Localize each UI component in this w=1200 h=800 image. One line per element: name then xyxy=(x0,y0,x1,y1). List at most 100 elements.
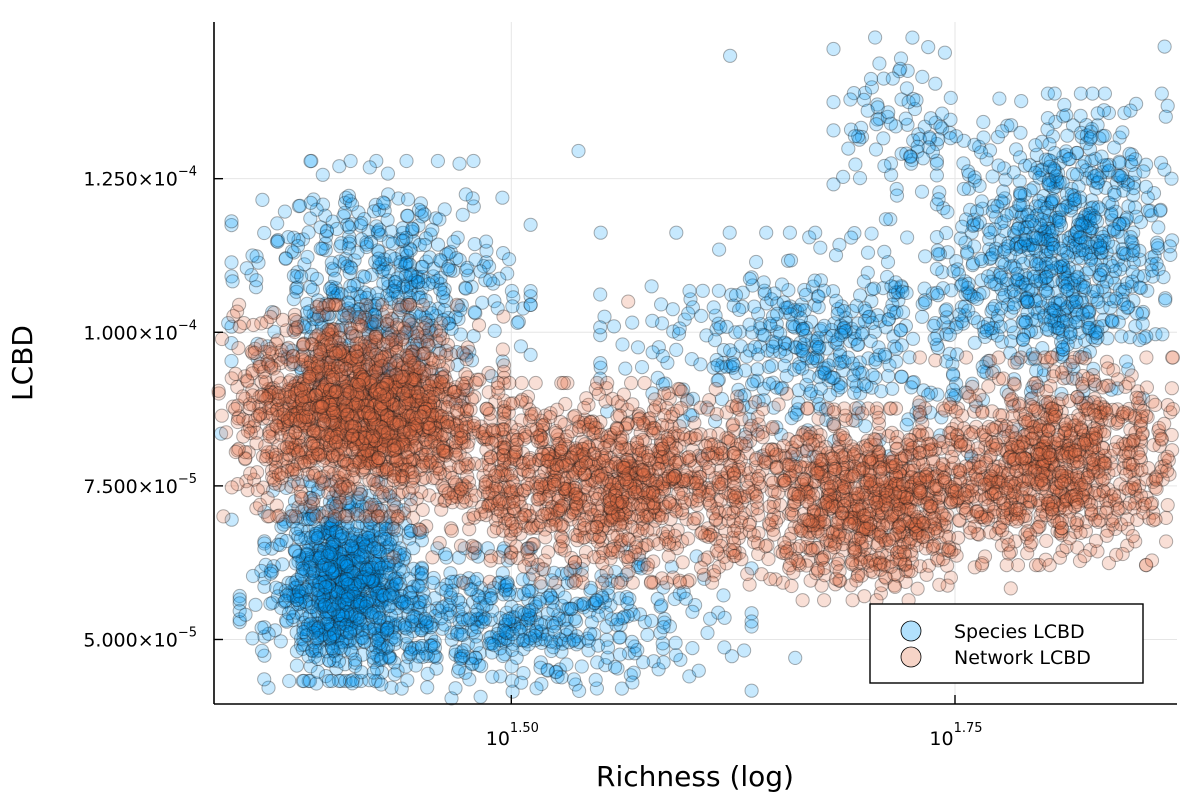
point-species xyxy=(1086,284,1101,299)
point-species xyxy=(863,334,878,349)
point-species xyxy=(323,571,338,587)
point-species xyxy=(354,560,369,575)
point-species xyxy=(257,534,272,549)
point-species xyxy=(588,672,603,688)
point-species xyxy=(332,553,347,568)
point-species xyxy=(332,159,347,174)
point-species xyxy=(299,546,314,562)
point-species xyxy=(279,614,294,629)
point-species xyxy=(899,81,915,96)
point-species xyxy=(397,551,412,566)
point-species xyxy=(1136,164,1151,179)
point-species xyxy=(336,561,351,576)
point-species xyxy=(324,544,339,559)
point-species xyxy=(318,584,333,599)
point-species xyxy=(326,564,341,579)
point-species xyxy=(296,563,311,579)
point-species xyxy=(414,578,429,594)
point-species xyxy=(590,593,605,608)
point-species xyxy=(737,643,752,658)
point-species xyxy=(300,622,315,637)
point-species xyxy=(338,578,353,593)
point-species xyxy=(349,620,364,635)
point-species xyxy=(994,270,1009,285)
point-species xyxy=(1123,103,1138,118)
point-network xyxy=(306,424,321,439)
point-species xyxy=(733,339,748,354)
point-species xyxy=(694,308,709,323)
point-species xyxy=(361,488,376,503)
point-species xyxy=(352,545,367,560)
point-species xyxy=(305,536,320,551)
point-species xyxy=(332,578,347,593)
point-species xyxy=(574,659,589,674)
point-species xyxy=(384,623,399,638)
point-species xyxy=(305,507,320,522)
point-network xyxy=(275,312,290,327)
point-species xyxy=(392,591,407,607)
point-species xyxy=(899,285,914,300)
point-species xyxy=(372,489,387,505)
point-species xyxy=(344,261,359,276)
point-species xyxy=(955,277,970,292)
point-species xyxy=(327,596,342,611)
point-species xyxy=(828,248,844,263)
point-species xyxy=(1040,111,1056,126)
point-species xyxy=(302,563,317,578)
point-species xyxy=(1158,293,1173,308)
point-species xyxy=(691,663,706,678)
point-species xyxy=(378,526,393,541)
point-species xyxy=(322,625,337,640)
point-species xyxy=(341,530,356,545)
point-species xyxy=(317,525,332,540)
point-species xyxy=(521,583,536,598)
point-species xyxy=(486,638,501,653)
point-species xyxy=(841,141,856,156)
point-species xyxy=(937,45,953,60)
point-species xyxy=(923,111,938,126)
point-species xyxy=(291,584,306,599)
point-species xyxy=(1073,108,1088,123)
point-species xyxy=(685,604,700,619)
point-species xyxy=(305,599,320,615)
point-species xyxy=(295,586,310,602)
point-species xyxy=(367,529,382,544)
point-species xyxy=(811,300,826,315)
point-species xyxy=(995,124,1010,139)
point-species xyxy=(409,618,424,633)
point-species xyxy=(348,535,363,550)
point-species xyxy=(362,624,377,639)
point-network xyxy=(274,466,289,481)
point-species xyxy=(317,622,333,637)
point-network xyxy=(283,509,299,524)
point-species xyxy=(874,384,889,399)
point-network xyxy=(219,425,234,440)
point-species xyxy=(757,328,772,343)
point-species xyxy=(788,650,803,666)
point-species xyxy=(337,616,352,631)
point-species xyxy=(376,195,391,210)
point-species xyxy=(672,321,687,336)
point-species xyxy=(370,580,385,595)
point-species xyxy=(293,631,309,646)
point-species xyxy=(341,188,356,203)
point-species xyxy=(303,659,318,674)
point-species xyxy=(615,337,630,352)
point-species xyxy=(285,612,300,628)
point-species xyxy=(940,205,955,220)
point-species xyxy=(368,510,383,525)
point-species xyxy=(289,589,304,604)
point-species xyxy=(326,542,342,557)
point-species xyxy=(350,543,365,558)
point-species xyxy=(257,225,272,241)
point-species xyxy=(914,184,930,199)
point-species xyxy=(918,249,933,264)
data-points xyxy=(211,30,1181,706)
point-species xyxy=(354,216,369,231)
point-species xyxy=(257,629,272,644)
point-species xyxy=(257,672,272,687)
point-species xyxy=(311,550,326,565)
point-species xyxy=(350,603,365,619)
point-species xyxy=(620,596,635,611)
point-species xyxy=(554,670,569,685)
